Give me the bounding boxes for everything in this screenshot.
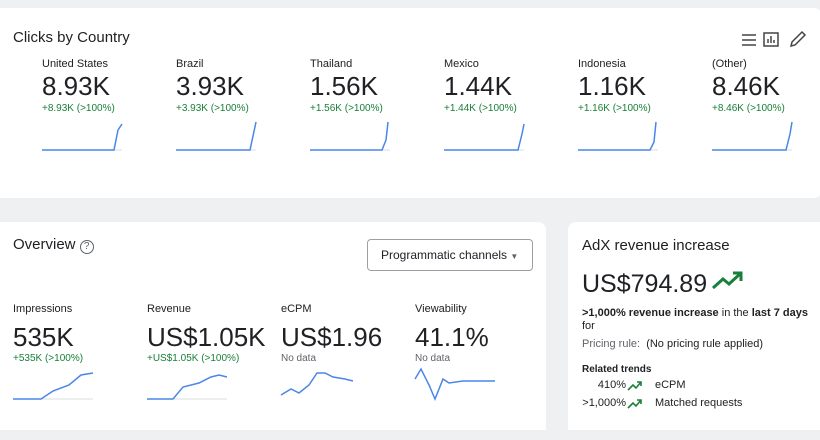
metric-name: Revenue [147, 303, 192, 315]
sparkline [310, 121, 390, 151]
country-name: Indonesia [578, 58, 626, 70]
trend-icon [712, 271, 743, 290]
country-name: Mexico [444, 58, 479, 70]
metric-change: No data [415, 353, 451, 364]
period: last 7 days [751, 307, 808, 319]
trend-icon [627, 379, 643, 397]
trend-value: >1,000% [582, 397, 626, 409]
metric-change: +US$1.05K (>100%) [147, 353, 240, 364]
dropdown[interactable]: Programmatic channels ▼ [367, 239, 533, 271]
overview-card: Overview ? Programmatic channels ▼ Impre… [0, 222, 546, 437]
trend-icon [627, 397, 643, 415]
dropdown-label: Programmatic channels [381, 248, 508, 262]
country-value: 1.44K [444, 71, 512, 101]
country-value: 1.16K [578, 71, 646, 101]
sparkline [280, 372, 354, 396]
toolbar[interactable] [740, 30, 810, 48]
country-value: 3.93K [176, 71, 244, 101]
card-title: Clicks by Country [13, 29, 130, 46]
metric-value: US$1.96 [281, 322, 383, 352]
metric-change: No data [281, 353, 317, 364]
country-name: (Other) [712, 58, 747, 70]
metric-value: 535K [13, 322, 74, 352]
metric-name: eCPM [281, 303, 312, 315]
metric-change: +535K (>100%) [13, 353, 84, 364]
country-value: 1.56K [310, 71, 378, 101]
highlight: >1,000% revenue increase [582, 307, 719, 319]
country-change: +3.93K (>100%) [176, 103, 249, 114]
sparkline [42, 123, 123, 151]
sparkline [444, 123, 525, 151]
sparkline [712, 121, 793, 151]
country-value: 8.46K [712, 71, 780, 101]
country-value: 8.93K [42, 71, 110, 101]
trend-name: eCPM [655, 379, 686, 391]
trend-value: 410% [597, 379, 626, 391]
title-text: Overview [13, 236, 76, 253]
sparkline [414, 367, 495, 401]
adx-card: AdX revenue increase US$794.89 >1,000% r… [568, 222, 820, 437]
country-change: +1.16K (>100%) [578, 103, 651, 114]
footer-gap [0, 430, 820, 440]
text: in the [721, 307, 749, 319]
country-change: +8.46K (>100%) [712, 103, 785, 114]
country-name: Brazil [176, 58, 204, 70]
country-change: +1.44K (>100%) [444, 103, 517, 114]
pricing-rule: Pricing rule: (No pricing rule applied) [582, 338, 763, 350]
text: for [582, 320, 595, 332]
trends-title: Related trends [582, 364, 652, 375]
card-title: Overview ? [13, 236, 94, 254]
sparkline [13, 372, 94, 400]
card-title: AdX revenue increase [582, 237, 730, 254]
trend-name: Matched requests [655, 397, 743, 409]
country-change: +1.56K (>100%) [310, 103, 383, 114]
adx-value: US$794.89 [582, 270, 745, 299]
label: Pricing rule: [582, 338, 641, 350]
metric-name: Impressions [13, 303, 73, 315]
help-icon[interactable]: ? [79, 240, 94, 254]
clicks-card: Clicks by Country United States 8.93K +8.9… [0, 8, 820, 198]
sparkline [578, 121, 658, 151]
metric-value: US$1.05K [147, 322, 266, 352]
country-name: Thailand [310, 58, 353, 70]
country-change: +8.93K (>100%) [42, 103, 115, 114]
value: (No pricing rule applied) [646, 338, 763, 350]
description: >1,000% revenue increase in the last 7 d… [582, 307, 820, 333]
metric-name: Viewability [415, 303, 467, 315]
value-text: US$794.89 [582, 270, 708, 298]
metric-value: 41.1% [415, 322, 489, 352]
sparkline [147, 374, 228, 400]
country-name: United States [42, 58, 109, 70]
sparkline [176, 121, 257, 151]
